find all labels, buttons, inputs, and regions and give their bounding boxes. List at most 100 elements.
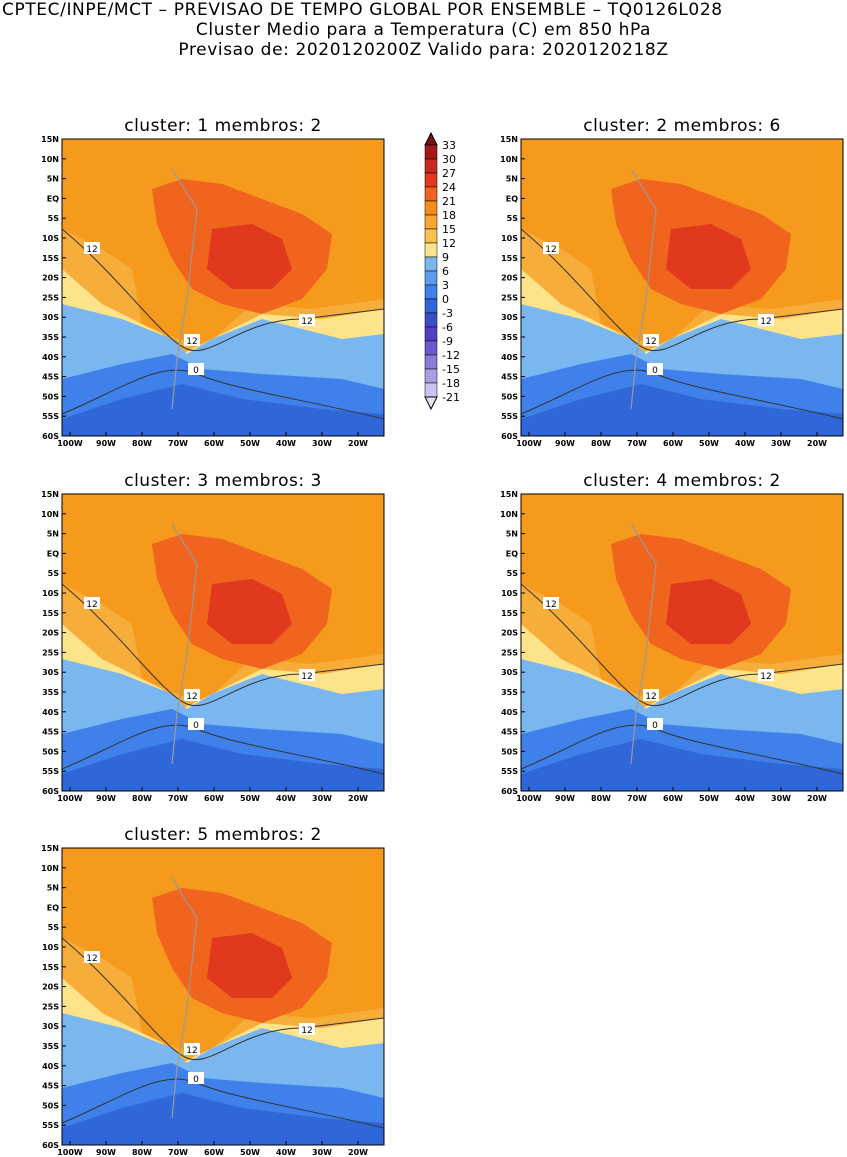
lat-tick-label: 5S bbox=[507, 569, 519, 578]
lon-tick-label: 40W bbox=[735, 439, 755, 448]
colorbar-label: 21 bbox=[442, 195, 456, 208]
lat-tick-label: 20S bbox=[501, 274, 518, 283]
lon-tick-label: 80W bbox=[132, 439, 152, 448]
lon-tick-label: 40W bbox=[276, 794, 296, 803]
header-line-3: Previsao de: 2020120200Z Valido para: 20… bbox=[178, 40, 669, 60]
contour-label: 0 bbox=[652, 721, 658, 731]
contour-label: 12 bbox=[301, 317, 312, 327]
lat-tick-label: EQ bbox=[47, 549, 59, 558]
lat-tick-label: 45S bbox=[42, 728, 59, 737]
colorbar-label: -15 bbox=[442, 363, 460, 376]
lat-tick-label: 5S bbox=[48, 214, 60, 223]
lat-tick-label: 55S bbox=[42, 412, 59, 421]
lon-tick-label: 40W bbox=[735, 794, 755, 803]
lat-tick-label: 35S bbox=[42, 1042, 59, 1051]
lon-tick-label: 70W bbox=[168, 439, 188, 448]
lon-tick-label: 60W bbox=[204, 1148, 224, 1157]
colorbar-swatch bbox=[424, 214, 438, 230]
panel-title: cluster: 4 membros: 2 bbox=[583, 471, 781, 491]
colorbar-label: -18 bbox=[442, 377, 460, 390]
lat-tick-label: 50S bbox=[501, 392, 518, 401]
lon-tick-label: 60W bbox=[663, 439, 683, 448]
lat-tick-label: 60S bbox=[42, 432, 59, 441]
lon-tick-label: 50W bbox=[699, 794, 719, 803]
lat-tick-label: 45S bbox=[501, 728, 518, 737]
lat-tick-label: 10N bbox=[41, 510, 59, 519]
map-frame bbox=[520, 138, 844, 437]
lat-tick-label: 40S bbox=[501, 353, 518, 362]
lat-tick-label: 25S bbox=[501, 648, 518, 657]
contour-label: 12 bbox=[186, 1046, 197, 1056]
colorbar-swatch bbox=[424, 186, 438, 202]
coastline bbox=[171, 523, 198, 765]
contour-label: 12 bbox=[760, 672, 771, 682]
lat-tick-label: 35S bbox=[42, 688, 59, 697]
lat-tick-label: 15N bbox=[41, 135, 59, 144]
contour-label: 12 bbox=[545, 600, 556, 610]
lat-tick-label: 25S bbox=[42, 293, 59, 302]
lat-tick-label: 60S bbox=[501, 787, 518, 796]
colorbar-label: 3 bbox=[442, 279, 449, 292]
lat-tick-label: 35S bbox=[501, 333, 518, 342]
hot-core-region bbox=[207, 933, 292, 998]
lon-tick-label: 100W bbox=[57, 794, 83, 803]
panel-title: cluster: 2 membros: 6 bbox=[583, 116, 781, 136]
lat-tick-label: 55S bbox=[501, 412, 518, 421]
contour-label: 12 bbox=[645, 337, 656, 347]
hot-core-region bbox=[666, 224, 751, 289]
lat-tick-label: 20S bbox=[42, 629, 59, 638]
lat-tick-label: 5S bbox=[48, 923, 60, 932]
colorbar-label: 27 bbox=[442, 167, 456, 180]
temperature-band bbox=[521, 739, 843, 791]
colorbar-label: -9 bbox=[442, 335, 453, 348]
lat-tick-label: 5N bbox=[506, 175, 518, 184]
lon-tick-label: 90W bbox=[555, 794, 575, 803]
lat-tick-label: 10S bbox=[501, 234, 518, 243]
colorbar-label: 0 bbox=[442, 293, 449, 306]
lon-tick-label: 20W bbox=[348, 439, 368, 448]
colorbar-swatch bbox=[424, 256, 438, 272]
lat-tick-label: 50S bbox=[42, 392, 59, 401]
lon-tick-label: 50W bbox=[240, 1148, 260, 1157]
lon-tick-label: 60W bbox=[204, 439, 224, 448]
contour-label: 12 bbox=[301, 672, 312, 682]
colorbar-label: 6 bbox=[442, 265, 449, 278]
colorbar-swatch bbox=[424, 158, 438, 174]
contour-12 bbox=[521, 228, 843, 352]
header-line-1: CPTEC/INPE/MCT – PREVISAO DE TEMPO GLOBA… bbox=[2, 0, 723, 20]
lat-tick-label: 60S bbox=[42, 787, 59, 796]
hot-core-region bbox=[207, 579, 292, 644]
lat-tick-label: 30S bbox=[501, 668, 518, 677]
lat-tick-label: EQ bbox=[506, 549, 518, 558]
colorbar-swatch bbox=[424, 284, 438, 300]
lat-tick-label: 40S bbox=[42, 353, 59, 362]
lat-tick-label: 40S bbox=[42, 1062, 59, 1071]
temperature-band bbox=[62, 1093, 384, 1145]
lat-tick-label: 55S bbox=[42, 767, 59, 776]
lat-tick-label: 35S bbox=[501, 688, 518, 697]
contour-label: 12 bbox=[86, 600, 97, 610]
lon-tick-label: 50W bbox=[240, 794, 260, 803]
contour-12 bbox=[62, 583, 384, 707]
colorbar-bottom-arrow bbox=[424, 396, 438, 411]
lon-tick-label: 30W bbox=[312, 794, 332, 803]
colorbar-label: 24 bbox=[442, 181, 456, 194]
map-panel-4: cluster: 4 membros: 2 12 12 12 0 15N 10N 5N EQ 5S… bbox=[500, 471, 844, 803]
coastline bbox=[171, 877, 198, 1119]
contour-label: 12 bbox=[86, 245, 97, 255]
lat-tick-label: 55S bbox=[501, 767, 518, 776]
lat-tick-label: 30S bbox=[501, 313, 518, 322]
colorbar-label: 18 bbox=[442, 209, 456, 222]
lon-tick-label: 40W bbox=[276, 439, 296, 448]
temperature-band bbox=[62, 739, 384, 791]
map-frame bbox=[61, 847, 385, 1146]
lat-tick-label: 15N bbox=[500, 490, 518, 499]
lon-tick-label: 80W bbox=[132, 794, 152, 803]
lat-tick-label: 10N bbox=[500, 155, 518, 164]
colorbar-label: 33 bbox=[442, 139, 456, 152]
contour-label: 12 bbox=[645, 692, 656, 702]
lon-tick-label: 80W bbox=[591, 794, 611, 803]
lat-tick-label: 20S bbox=[42, 983, 59, 992]
colorbar-swatch bbox=[424, 298, 438, 314]
lat-tick-label: 25S bbox=[42, 1002, 59, 1011]
